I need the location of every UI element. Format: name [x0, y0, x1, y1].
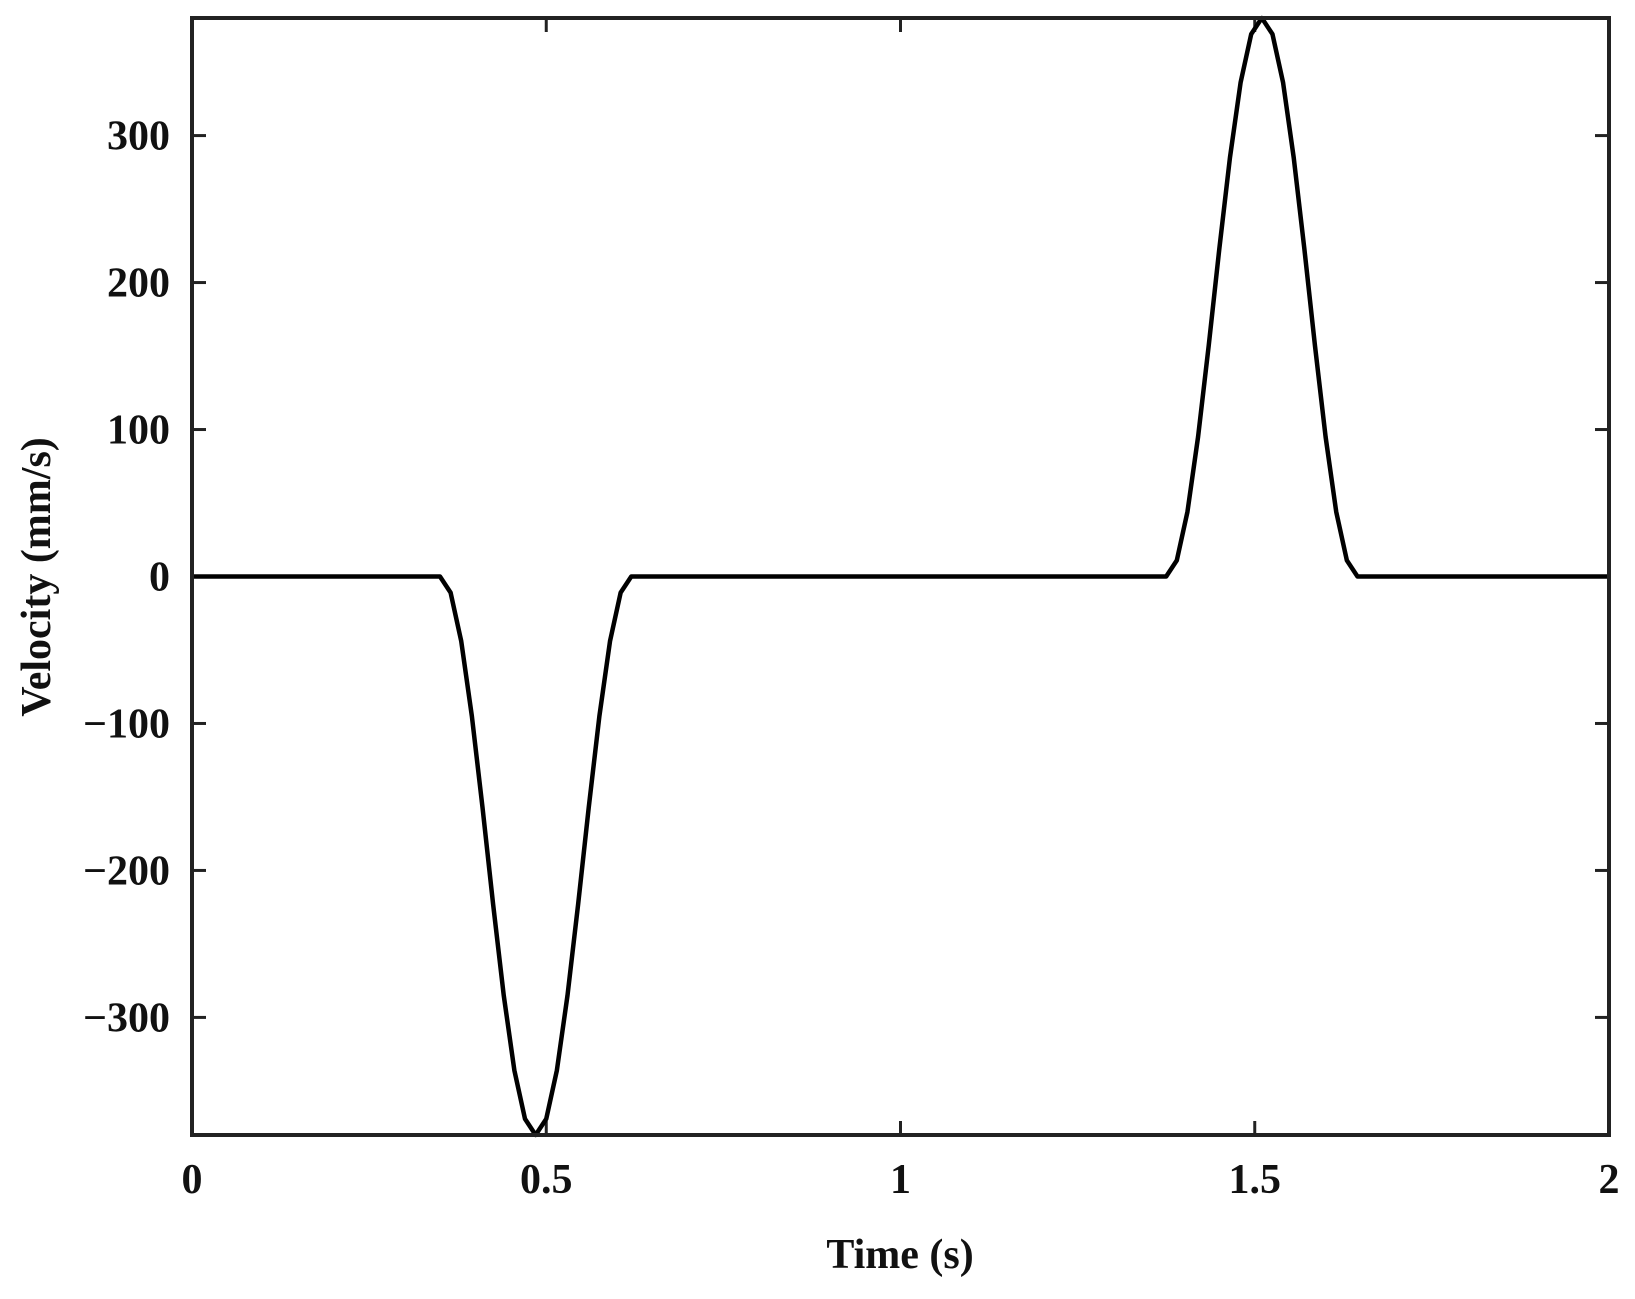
y-tick-label: −300 [83, 995, 170, 1041]
y-axis-label: Velocity (mm/s) [14, 437, 60, 717]
x-tick-label: 0 [182, 1157, 203, 1203]
x-tick-label: 2 [1599, 1157, 1620, 1203]
plot-frame [190, 16, 1611, 1137]
y-tick-label: 0 [149, 555, 170, 601]
y-tick-label: 300 [107, 114, 170, 160]
y-tick-label: 200 [107, 261, 170, 307]
x-axis-label: Time (s) [826, 1232, 973, 1278]
x-tick-label: 0.5 [520, 1157, 573, 1203]
x-tick-label: 1 [890, 1157, 911, 1203]
y-tick-label: −200 [83, 848, 170, 894]
x-tick-label: 1.5 [1229, 1157, 1282, 1203]
line [192, 15, 1609, 1138]
y-tick-label: −100 [83, 701, 170, 747]
y-tick-label: 100 [107, 408, 170, 454]
